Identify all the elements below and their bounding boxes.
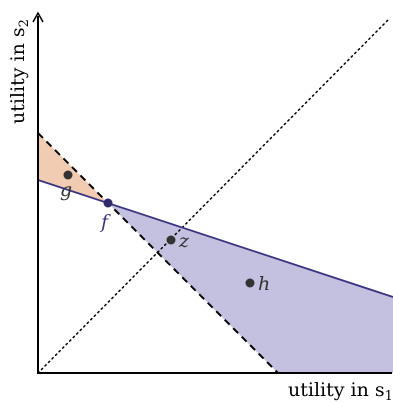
- dashed-budget-line: [37, 132, 279, 374]
- point-z-marker: [166, 235, 176, 245]
- y-axis-label-subscript: 2: [17, 19, 32, 27]
- y-axis-arrow: [32, 11, 44, 23]
- y-axis-label: utility in s2: [7, 19, 32, 124]
- diagonal-dotted-line: [37, 19, 389, 374]
- x-axis-label-main: utility in s: [288, 379, 385, 401]
- point-h-label: h: [258, 273, 270, 295]
- x-axis-label-subscript: 1: [385, 389, 393, 403]
- point-g-marker: [63, 170, 73, 180]
- blue-budget-line: [37, 179, 393, 298]
- point-h-marker: [245, 278, 255, 288]
- blue-region: [108, 203, 393, 373]
- point-g-label: g: [60, 179, 72, 201]
- point-f-marker: [103, 198, 113, 208]
- point-f-label: f: [99, 211, 111, 233]
- point-z-label: z: [178, 230, 190, 252]
- x-axis-label: utility in s1: [288, 379, 393, 403]
- y-axis-label-main: utility in s: [7, 27, 29, 124]
